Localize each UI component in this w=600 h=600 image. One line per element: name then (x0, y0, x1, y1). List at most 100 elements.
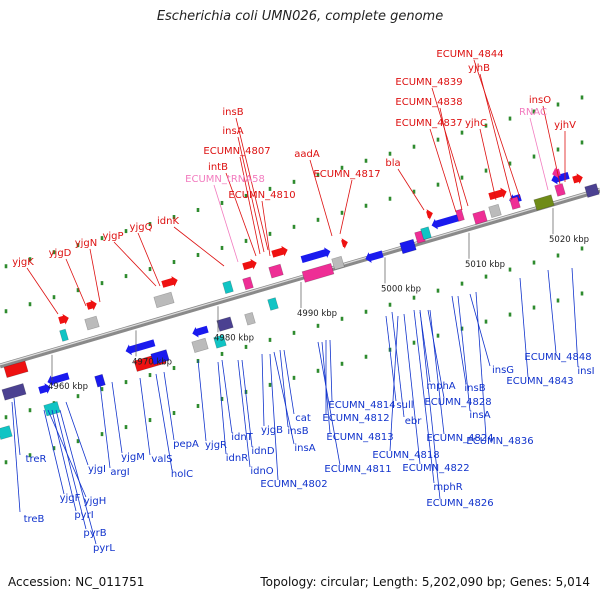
top-gene-label-19-leader (65, 258, 87, 307)
accession-text: Accession: NC_011751 (8, 575, 145, 589)
gene-arrow (271, 245, 288, 258)
gene-feature-block (43, 401, 61, 417)
top-gene-label-12: intB (208, 162, 228, 173)
bottom-gene-label-16: idnD (251, 446, 274, 457)
gene-feature-block (399, 238, 417, 255)
bottom-gene-label-0-leader (13, 397, 21, 456)
tick-mark (436, 333, 440, 338)
gene-feature-block (301, 262, 335, 283)
feature-shape (420, 226, 432, 240)
tick-mark (364, 203, 368, 208)
bottom-gene-label-2-leader (43, 409, 65, 495)
top-gene-label-11-leader (239, 156, 261, 255)
feature-shape (341, 238, 348, 249)
gene-arrow (365, 250, 384, 263)
gene-arrow (86, 299, 97, 311)
top-gene-label-9: insB (222, 107, 243, 118)
tick-mark (436, 288, 440, 293)
tick-mark (316, 172, 320, 177)
gene-feature-block (554, 183, 566, 197)
top-gene-label-1-leader (479, 73, 513, 201)
gene-feature-block (244, 311, 256, 326)
tick-mark (28, 257, 32, 262)
bottom-gene-label-21-leader (273, 351, 295, 445)
tick-mark (484, 168, 488, 173)
tick-mark (4, 309, 8, 314)
bottom-gene-label-36-leader (451, 295, 467, 385)
gene-feature-block (150, 349, 170, 366)
bottom-gene-label-22: ECUMN_4802 (260, 479, 327, 490)
tick-mark (484, 123, 488, 128)
bottom-gene-label-6-leader (59, 409, 97, 545)
bottom-gene-label-4: pyrI (74, 510, 93, 521)
tick-mark (532, 154, 536, 159)
bottom-gene-label-27-leader (385, 315, 397, 402)
tick-mark (220, 200, 224, 205)
tick-mark (412, 189, 416, 194)
top-gene-label-13-leader (213, 184, 239, 263)
tick-mark (412, 295, 416, 300)
tick-mark (460, 281, 464, 286)
bottom-gene-label-42-leader (571, 267, 579, 368)
top-gene-label-20: yjgN (75, 238, 98, 249)
bottom-gene-label-9-leader (111, 381, 123, 454)
gene-feature-block (420, 226, 432, 240)
gene-feature-block (59, 328, 69, 342)
feature-shape (191, 337, 209, 354)
genome-summary-text: Topology: circular; Length: 5,202,090 bp… (260, 575, 590, 589)
gene-feature-block (94, 373, 106, 388)
gene-feature-block (584, 183, 600, 198)
tick-mark (124, 274, 128, 279)
tick-mark (460, 326, 464, 331)
feature-shape (399, 238, 417, 255)
feature-shape (242, 258, 257, 271)
feature-shape (572, 173, 583, 184)
tick-mark (316, 323, 320, 328)
feature-shape (268, 263, 284, 279)
tick-mark (532, 260, 536, 265)
bottom-gene-label-25: ECUMN_4813 (326, 432, 393, 443)
top-gene-label-10: insA (222, 126, 243, 137)
tick-mark (580, 291, 584, 296)
tick-mark (340, 165, 344, 170)
gene-feature-block (222, 280, 234, 294)
feature-shape (271, 245, 288, 258)
top-gene-label-23-leader (173, 226, 225, 267)
bottom-gene-label-26: ECUMN_4811 (324, 464, 391, 475)
bottom-gene-label-21: insA (294, 443, 315, 454)
bottom-gene-label-15-leader (217, 361, 227, 455)
tick-mark (316, 217, 320, 222)
tick-mark (52, 250, 56, 255)
bottom-gene-label-34-leader (427, 309, 445, 399)
tick-mark (436, 137, 440, 142)
tick-mark (172, 260, 176, 265)
top-gene-label-19: yjgD (49, 248, 72, 259)
bottom-gene-label-33: mphA (426, 381, 455, 392)
top-gene-label-13: ECUMN_tRNA58 (185, 174, 265, 185)
gene-feature-block (472, 210, 488, 225)
gene-feature-block (268, 263, 284, 279)
tick-mark (172, 366, 176, 371)
tick-mark (172, 215, 176, 220)
tick-mark (460, 175, 464, 180)
gene-feature-block (533, 194, 555, 211)
bottom-gene-label-35-leader (429, 309, 445, 435)
bottom-gene-label-29: ECUMN_4818 (372, 450, 439, 461)
tick-mark (388, 196, 392, 201)
tick-mark (508, 312, 512, 317)
gene-feature-block (213, 334, 227, 349)
bottom-gene-label-31-leader (413, 309, 435, 484)
gene-arrow (242, 258, 257, 271)
tick-mark (4, 460, 8, 465)
tick-mark (124, 229, 128, 234)
feature-shape (38, 383, 51, 394)
top-gene-label-22: yjgQ (130, 222, 153, 233)
tick-mark (580, 246, 584, 251)
bottom-gene-label-15: idnR (226, 453, 248, 464)
top-gene-label-15-leader (309, 159, 333, 237)
tick-mark (532, 109, 536, 114)
scale-label-5000: 5000 kbp (381, 284, 421, 294)
bottom-gene-label-10: valS (151, 454, 172, 465)
tick-mark (556, 253, 560, 258)
top-gene-label-14-leader (261, 200, 271, 257)
